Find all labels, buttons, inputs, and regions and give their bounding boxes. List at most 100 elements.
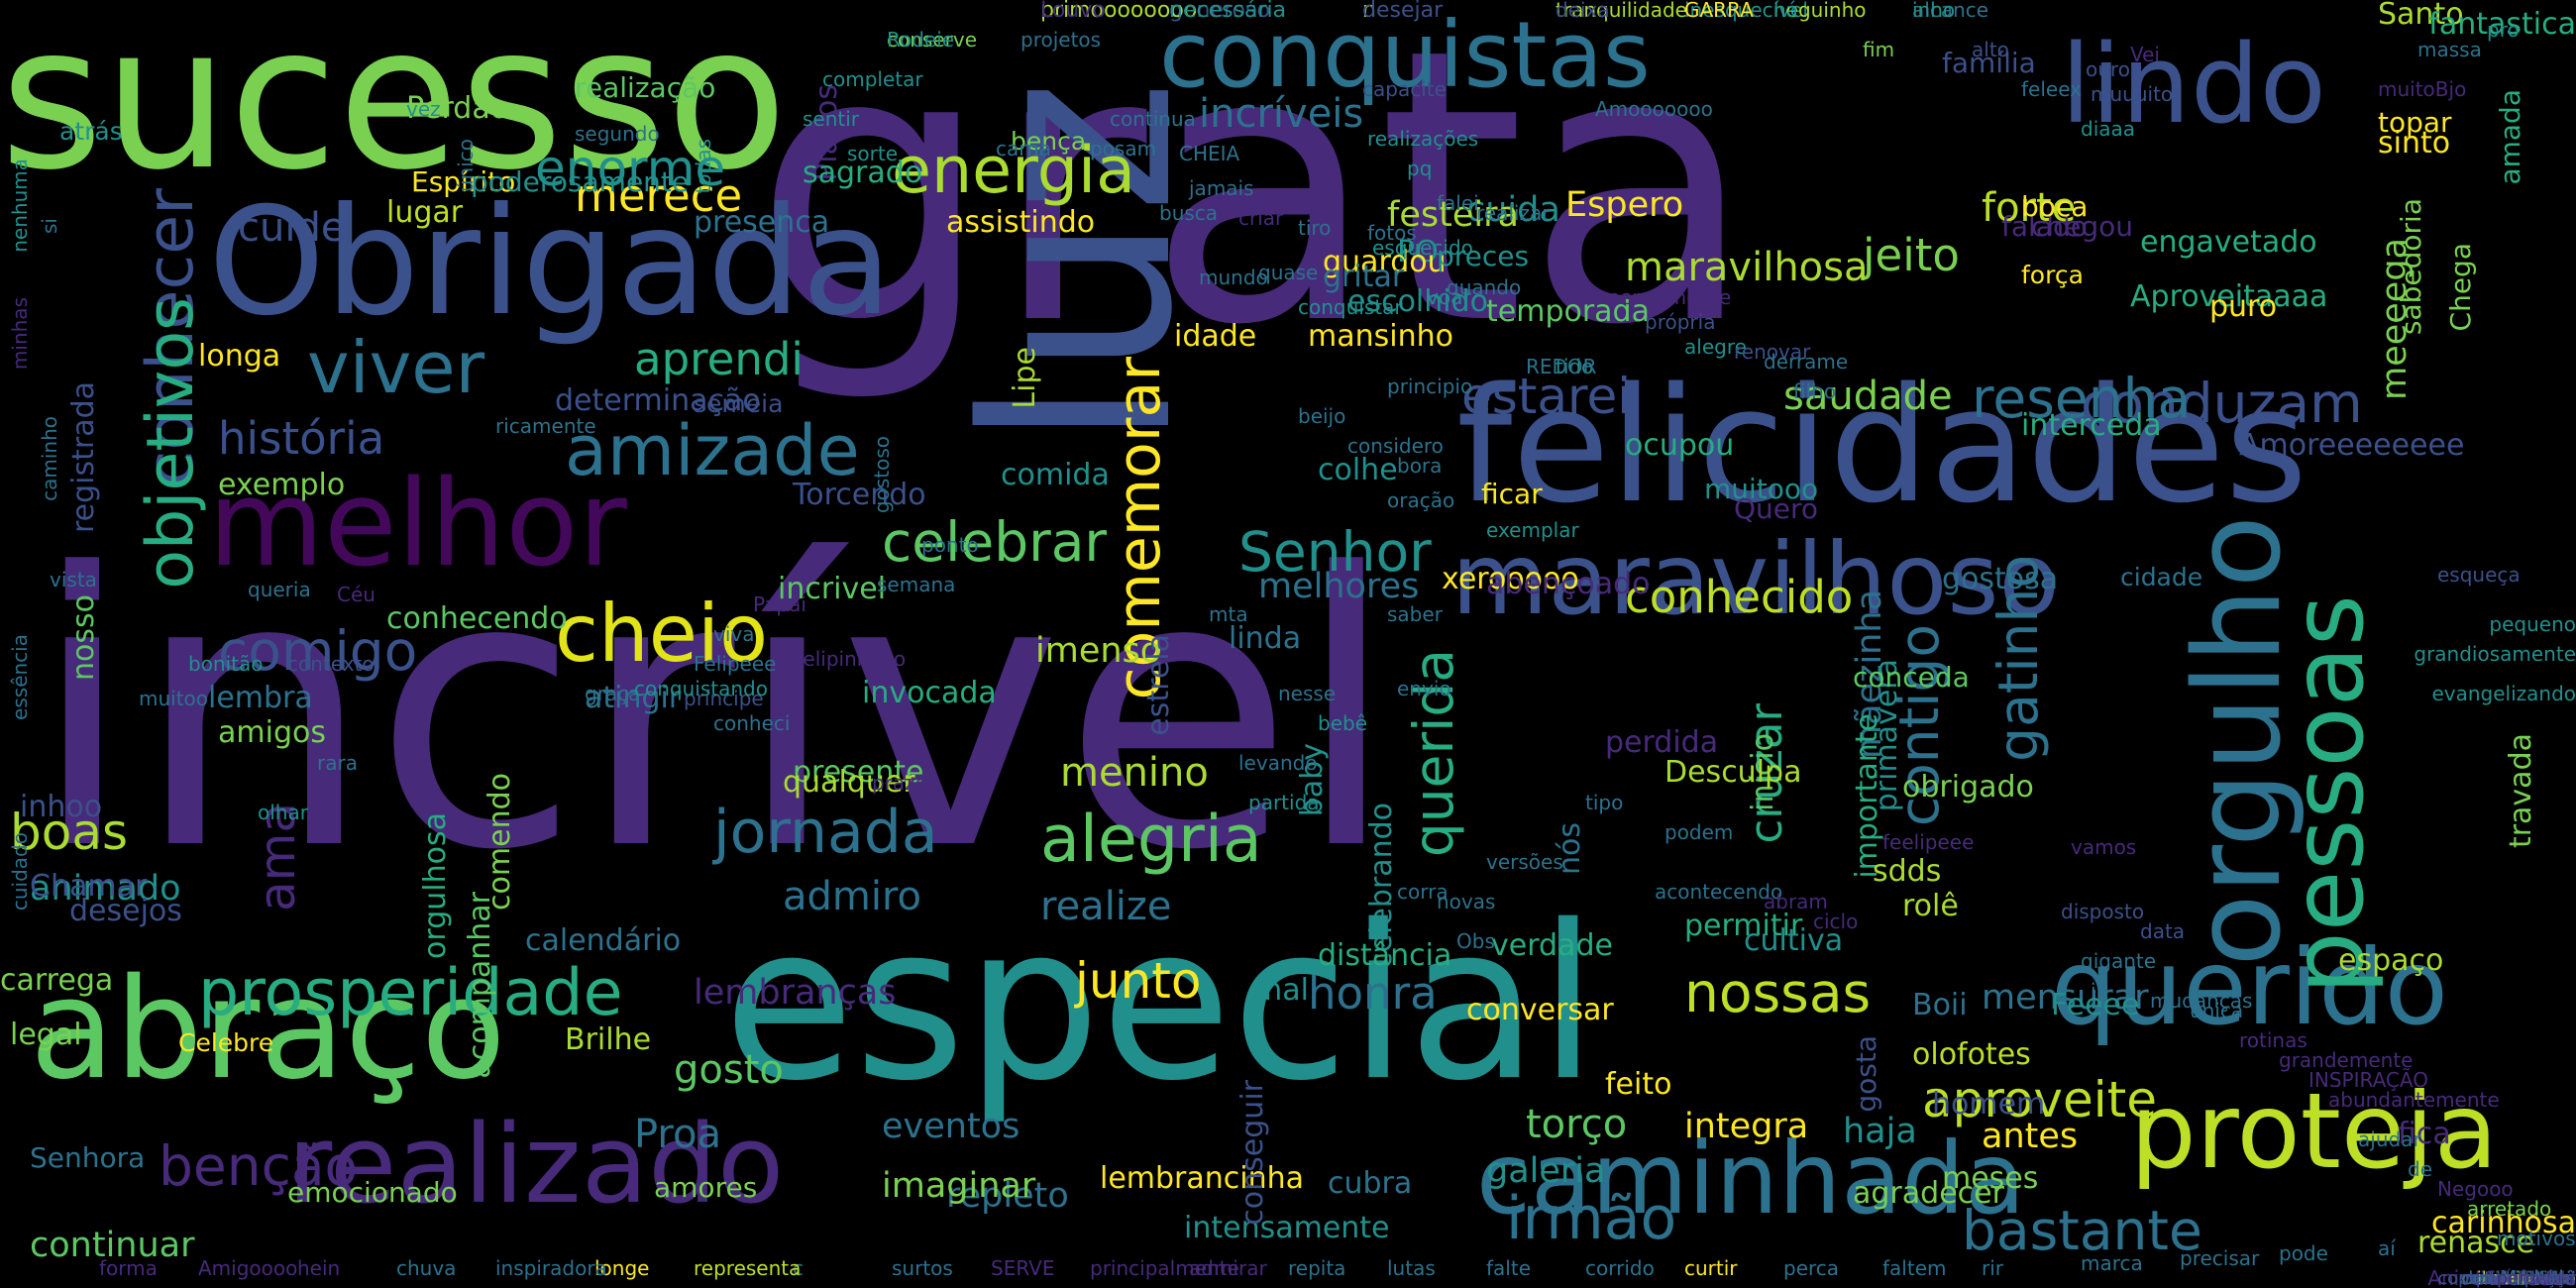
word: amigos [218, 715, 326, 750]
word: Brilhe [565, 1022, 652, 1057]
word: sorte [847, 142, 899, 165]
word: cuida [1466, 190, 1560, 230]
word: ponto [921, 533, 979, 557]
word: gosto [674, 1047, 784, 1093]
word: verdade [1491, 928, 1613, 963]
word: bença [1011, 127, 1087, 156]
word: falte [1486, 1256, 1531, 1280]
word: muitoBjo [2378, 77, 2467, 101]
word: viva [713, 622, 755, 646]
word: especial [723, 879, 1598, 1127]
word: continuar [30, 1226, 195, 1265]
word: REDOR [1526, 355, 1597, 378]
word: cheio [555, 588, 769, 680]
word: bebê [1318, 711, 1367, 735]
word: tido [1556, 355, 1594, 378]
word: incríveis [1199, 91, 1364, 137]
word: aproveite [1922, 1071, 2158, 1128]
word: Chamar [30, 869, 148, 904]
word: merece [575, 169, 743, 222]
word: realize [1040, 884, 1172, 929]
word: galeria [1486, 1151, 1606, 1191]
word: fantastica [2428, 7, 2576, 42]
word: bora [1397, 454, 1443, 478]
word: forte [1982, 185, 2077, 231]
word: conhecido [1625, 571, 1854, 623]
word: conceda [1853, 661, 1970, 694]
word: único [454, 139, 478, 193]
word: imenso [1035, 631, 1162, 671]
word: permitir [1684, 909, 1803, 943]
word: maravilhoso [1451, 521, 2060, 637]
word: conservando [2461, 1268, 2576, 1288]
word: grandemente [2279, 1048, 2414, 1072]
word: bastante [1962, 1199, 2202, 1262]
word: carrega [0, 963, 114, 998]
word: humano [2503, 1268, 2576, 1288]
word: única [2190, 999, 2244, 1022]
word: objetivos [134, 297, 208, 590]
word: lembra [208, 681, 313, 715]
word: saber [1387, 602, 1443, 626]
word: de [2408, 1157, 2432, 1181]
word: Desculpa [1664, 755, 1802, 790]
word: marca [2081, 1251, 2143, 1275]
word: comida [1001, 458, 1110, 492]
word: mundo [1199, 266, 1268, 289]
word: c [793, 1256, 804, 1280]
word: atrás [59, 117, 123, 146]
word: antes [1982, 1117, 2079, 1156]
word: Obs [1456, 929, 1495, 953]
word: concretizar [2476, 1268, 2576, 1288]
word: considero [1347, 434, 1444, 458]
word: chuva [396, 1256, 457, 1280]
word: determinação [555, 383, 761, 418]
word: vista [50, 568, 97, 591]
word: clichê [2523, 1268, 2576, 1288]
word: renovar [1734, 340, 1811, 364]
word: comigo [218, 619, 418, 683]
word: muitoo [139, 687, 209, 710]
word: companheira [2458, 1268, 2576, 1288]
word: diferenças [2483, 1268, 2576, 1288]
word: escolhido [1347, 284, 1489, 319]
word: pq [1407, 157, 1433, 180]
word: vou [2542, 1268, 2576, 1288]
word: gosta [1850, 1035, 1882, 1113]
word: realização [575, 71, 716, 104]
word: iluminando [2476, 1268, 2576, 1288]
word: voar [1427, 285, 1471, 309]
word: Amoreeeeeeee [2239, 428, 2465, 463]
word: conseguir [1235, 1080, 1270, 1226]
word: energia [892, 134, 1135, 208]
word: sdds [1873, 854, 1942, 889]
word: querido [2051, 927, 2449, 1048]
word: homem [1932, 1087, 2046, 1122]
word: enorme [535, 140, 726, 197]
word: inspiradora [495, 1256, 607, 1280]
word: colhe [1318, 453, 1398, 487]
word: INSPIRAÇÃO [2308, 1068, 2428, 1092]
word: continua [1110, 107, 1196, 131]
word: perdida [1605, 725, 1719, 760]
word: sagrado [803, 156, 923, 190]
word: realizado [287, 1101, 785, 1228]
word: lembrancinha [1100, 1161, 1305, 1196]
word: acontecendo [1655, 880, 1783, 904]
word: travada [2504, 733, 2538, 849]
word: conquistas [1159, 2, 1651, 108]
word: poder [2523, 1268, 2576, 1288]
word: precisar [2180, 1246, 2260, 1270]
word: generoso [1169, 0, 1270, 23]
word: junto [1075, 952, 1202, 1010]
word: feelipeee [1882, 830, 1975, 854]
word: príncipe [684, 687, 764, 710]
word: alcance [1912, 0, 1989, 22]
word: meeeega [2375, 238, 2415, 400]
word: Aproveitaaaa [2130, 279, 2328, 314]
word: família [1942, 47, 2036, 79]
word: mansinho [1308, 319, 1453, 354]
word: agradecer [1853, 1176, 2004, 1211]
word: forma [99, 1256, 158, 1280]
word: si [38, 218, 61, 234]
